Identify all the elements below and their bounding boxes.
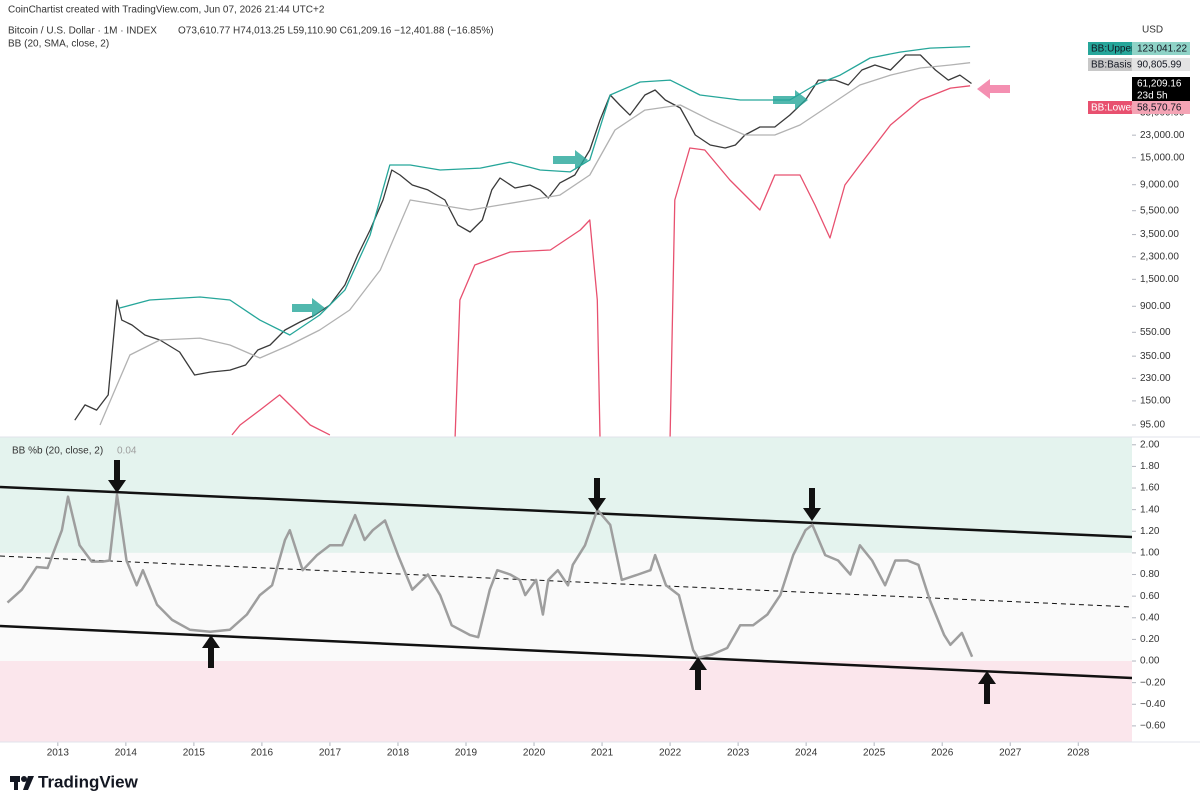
trendline [0,485,1132,539]
logo-part [23,776,34,790]
y-tick-label: 350.00 [1140,351,1171,362]
y-tick-label: 900.00 [1140,301,1171,312]
brand-logo [10,776,34,790]
x-tick-label: 2020 [523,748,546,759]
tag-box [1088,42,1132,55]
y-tick-label: 23,000.00 [1140,130,1185,141]
indicator-value: 0.04 [117,446,137,457]
y-tick-label: 0.40 [1140,612,1160,623]
x-tick-label: 2027 [999,748,1022,759]
x-tick-label: 2017 [319,748,342,759]
down-arrow [803,488,821,521]
x-tick-label: 2026 [931,748,954,759]
trendline [0,624,1132,680]
y-tick-label: 9,000.00 [1140,179,1179,190]
x-tick-label: 2024 [795,748,818,759]
tag-value: 123,041.22 [1137,44,1187,55]
teal-arrow [773,90,808,110]
pane-lines [74,45,972,437]
y-tick-label: 550.00 [1140,327,1171,338]
tag-value: 61,209.16 [1137,79,1182,90]
credit: CoinChartist created with TradingView.co… [8,5,325,16]
tag-box [1132,101,1190,114]
teal-arrows [292,90,808,318]
y-tick-label: 1.60 [1140,483,1160,494]
x-tick-label: 2021 [591,748,614,759]
y-tick-label: 1.20 [1140,526,1160,537]
ohlc: O73,610.77 H74,013.25 L59,110.90 C61,209… [178,26,494,37]
y-tick-label: −0.40 [1140,699,1166,710]
down-arrow [588,478,606,511]
y-tick-label: 1.40 [1140,504,1160,515]
tag-box [1132,77,1190,102]
currency: USD [1142,25,1163,36]
up-arrow [202,635,220,668]
up-arrow [978,671,996,704]
countdown: 23d 5h [1137,91,1168,102]
tag-box [1132,42,1190,55]
x-tick-label: 2022 [659,748,682,759]
series-line [74,54,972,421]
y-tick-label: 0.80 [1140,569,1160,580]
series-line [231,85,971,437]
series-line [99,62,971,426]
x-tick-label: 2028 [1067,748,1090,759]
y-tick-label: 5,500.00 [1140,205,1179,216]
y-tick-label: 0.20 [1140,634,1160,645]
y-tick-label: 2,300.00 [1140,251,1179,262]
pane-lines [0,485,1132,680]
y-tick-label: 1.00 [1140,548,1160,559]
y-tick-label: 0.60 [1140,591,1160,602]
black-arrows [108,460,996,704]
up-arrow [689,657,707,690]
lower-zone [0,661,1132,742]
symbol: Bitcoin / U.S. Dollar · 1M · INDEX [8,26,157,37]
y-tick-label: 1.80 [1140,461,1160,472]
x-tick-label: 2018 [387,748,410,759]
price-tags: BB:Upper 123,041.22 BB:Basis 90,805.99 6… [1088,42,1190,114]
tag-name: BB:Basis [1091,60,1132,71]
y-tick-label: 0.00 [1140,656,1160,667]
x-tick-label: 2019 [455,748,478,759]
brand: TradingView [38,772,139,791]
y-tick-label: 230.00 [1140,373,1171,384]
tag-box [1088,58,1132,71]
x-tick-label: 2016 [251,748,274,759]
pink-arrow [977,79,1010,99]
x-tick-label: 2023 [727,748,750,759]
study-name: BB (20, SMA, close, 2) [8,39,109,50]
y-tick-label: 3,500.00 [1140,229,1179,240]
teal-arrow [553,150,588,170]
y-tick-label: 1,500.00 [1140,274,1179,285]
tag-box [1088,101,1132,114]
down-arrow [108,460,126,493]
y-tick-label: 150.00 [1140,396,1171,407]
y-tick-label: −0.60 [1140,721,1166,732]
y-tick-label: −0.20 [1140,677,1166,688]
middle-zone [0,552,1132,662]
series-line [6,493,974,660]
x-tick-label: 2013 [47,748,70,759]
indicator-title: BB %b (20, close, 2) [12,446,103,457]
tag-value: 90,805.99 [1137,60,1182,71]
series-line [119,45,971,336]
y-tick-label: 95.00 [1140,420,1165,431]
logo-part [14,776,18,790]
tag-box [1132,58,1190,71]
y-tick-label: 2.00 [1140,439,1160,450]
tag-name: BB:Lower [1091,103,1135,114]
x-tick-label: 2014 [115,748,138,759]
x-tick-label: 2015 [183,748,206,759]
logo-part [21,776,27,782]
teal-arrow [292,298,325,318]
tag-name: BB:Upper [1091,44,1135,55]
tag-value: 58,570.76 [1137,103,1182,114]
y-tick-label: 15,000.00 [1140,152,1185,163]
x-tick-label: 2025 [863,748,886,759]
